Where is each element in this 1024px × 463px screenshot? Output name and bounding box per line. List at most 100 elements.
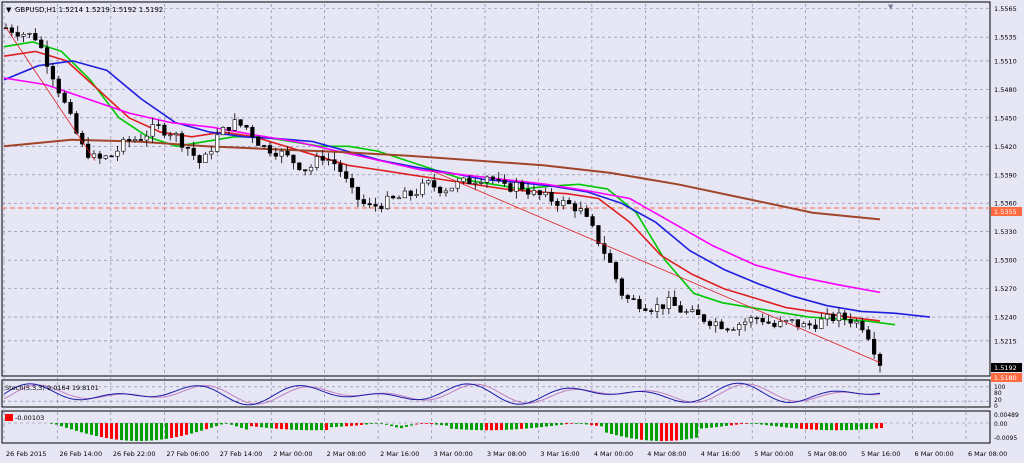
- candle-body: [215, 134, 220, 152]
- histogram-bar: [625, 423, 628, 438]
- candle-body: [754, 317, 759, 320]
- histogram-bar: [295, 423, 298, 430]
- histogram-bar: [475, 423, 478, 431]
- histogram-bar: [280, 423, 283, 430]
- candle-body: [121, 139, 126, 152]
- histogram-bar: [250, 423, 253, 427]
- histogram-bar: [330, 423, 333, 428]
- histogram-bar: [690, 423, 693, 439]
- histogram-bar: [95, 423, 98, 437]
- candle-body: [285, 150, 290, 156]
- histogram-bar: [460, 423, 463, 430]
- candle-body: [613, 262, 619, 280]
- histogram-bar: [70, 423, 73, 430]
- candle-body: [402, 190, 407, 199]
- histogram-bar: [440, 423, 443, 426]
- histogram-bar: [610, 423, 613, 434]
- candle-body: [332, 159, 337, 165]
- support-price-marker: [991, 207, 1022, 216]
- histogram-bar: [800, 423, 803, 429]
- histogram-bar: [265, 423, 268, 428]
- histogram-bar: [780, 423, 783, 427]
- histogram-bar: [480, 423, 483, 431]
- histogram-bar: [700, 423, 703, 429]
- candle-body: [443, 190, 449, 194]
- candle-body: [437, 186, 443, 194]
- histogram-bar: [425, 423, 428, 424]
- histogram-bar: [775, 423, 778, 427]
- candle-body: [742, 321, 748, 325]
- histogram-bar: [620, 423, 623, 437]
- histogram-bar: [830, 423, 833, 431]
- histogram-bar: [285, 423, 288, 430]
- candle-body: [303, 169, 308, 172]
- candle-body: [825, 313, 830, 320]
- stoch-axis-0: 0: [994, 403, 998, 410]
- moving-average-line: [3, 138, 881, 221]
- candle-body: [168, 134, 173, 137]
- support-price-label: 1.5355: [994, 208, 1017, 216]
- histogram-bar: [415, 423, 418, 425]
- scroll-marker-icon[interactable]: ▼: [888, 3, 894, 11]
- candle-body: [631, 298, 636, 300]
- price-axis: 1.5565 1.5535 1.5510 1.5480 1.5450 1.5420 1.53…: [994, 5, 1017, 345]
- histogram-bar: [765, 423, 768, 426]
- candle-body: [520, 182, 525, 190]
- histogram-bar: [520, 423, 523, 429]
- time-tick-label: 3 Mar 08:00: [487, 450, 526, 458]
- candle-body: [179, 133, 185, 148]
- candle-body: [50, 66, 56, 80]
- candle-body: [297, 162, 302, 170]
- candle-body: [132, 139, 138, 142]
- histogram-bar: [560, 423, 563, 425]
- histogram-bar: [730, 423, 733, 426]
- candle-body: [525, 188, 531, 195]
- histogram-bar: [635, 423, 638, 440]
- price-panel[interactable]: [1, 1, 991, 377]
- candle-body: [608, 253, 613, 263]
- bottom-price-marker: [991, 373, 1022, 382]
- histogram-bar: [130, 423, 133, 441]
- candle-body: [349, 178, 355, 188]
- histogram-bar: [820, 423, 823, 430]
- histogram-bar: [230, 423, 233, 425]
- candle-body: [33, 33, 38, 41]
- histogram-bar: [835, 423, 838, 431]
- histogram-bar: [505, 423, 508, 430]
- time-tick-label: 3 Mar 00:00: [434, 450, 473, 458]
- candle-body: [203, 153, 208, 164]
- stoch-axis-20: 20: [994, 397, 1002, 404]
- candle-body: [379, 205, 384, 210]
- candle-body: [115, 150, 120, 157]
- candlesticks: [3, 23, 883, 373]
- histogram-bar: [380, 423, 383, 425]
- histogram-bar: [715, 423, 718, 428]
- candle-body: [866, 329, 871, 340]
- candle-body: [97, 153, 102, 159]
- candle-body: [496, 178, 501, 181]
- candle-body: [162, 124, 167, 136]
- candle-body: [784, 320, 789, 322]
- histogram-bar: [615, 423, 618, 436]
- histogram-bar: [675, 423, 678, 441]
- histogram-bar: [220, 423, 223, 425]
- histogram-bar: [405, 424, 408, 427]
- histogram-bar: [755, 423, 758, 424]
- trend-line[interactable]: [5, 27, 881, 363]
- histogram-bar: [125, 423, 128, 441]
- price-tick-label: 1.5390: [994, 171, 1017, 179]
- candle-body: [555, 201, 560, 206]
- trend-segment: [5, 27, 96, 161]
- hist-panel[interactable]: [1, 410, 991, 444]
- candle-body: [655, 304, 660, 312]
- candle-body: [766, 321, 771, 324]
- candle-body: [748, 317, 754, 323]
- candle-body: [261, 145, 267, 147]
- time-tick-label: 5 Mar 16:00: [861, 450, 900, 458]
- histogram-bar: [855, 423, 858, 430]
- stoch-panel[interactable]: [1, 379, 991, 408]
- histogram-bar: [605, 423, 608, 433]
- time-tick-label: 5 Mar 08:00: [808, 450, 847, 458]
- candle-body: [326, 159, 331, 161]
